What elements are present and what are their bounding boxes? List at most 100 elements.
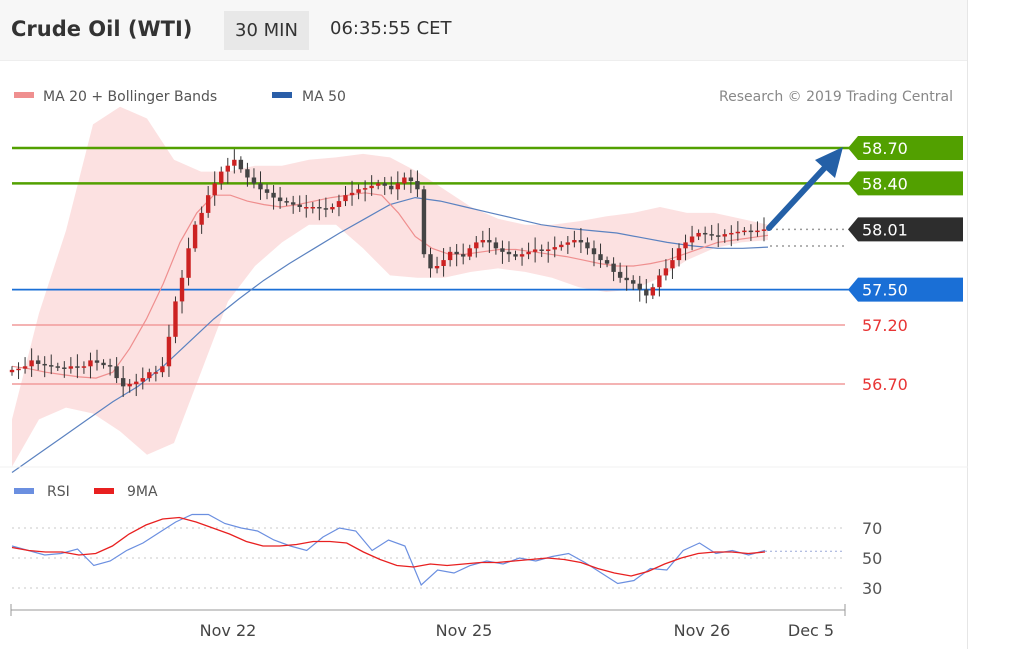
level-badge-57-50 [848,277,963,302]
legend-ma20-label: MA 20 + Bollinger Bands [43,89,217,105]
candle-body [330,207,335,210]
candle-body [49,365,54,367]
rsi-line [11,513,766,587]
rsi-tick-label: 30 [862,579,882,598]
candle-body [134,381,139,384]
candle-body [513,254,518,257]
candle-body [559,244,564,248]
candle-body [219,171,224,184]
legend-swatch-rsi [14,488,34,494]
candle-body [323,208,329,210]
forecast-arrow-icon [766,147,843,231]
candle-body [55,366,60,368]
candle-body [310,207,315,209]
instrument-title: Crude Oil (WTI) [11,17,193,41]
x-axis: Nov 22 Nov 25 Nov 26 Dec 5 [10,604,846,640]
candle-body [153,372,159,374]
candle-body [415,181,420,190]
candle-body [729,232,734,235]
candle-body [421,189,427,255]
legend-rsi-label: RSI [47,484,70,500]
candle-body [369,185,374,189]
rsi-tick-label: 50 [862,549,882,568]
candle-body [761,229,767,231]
candle-body [493,242,499,249]
candle-body [179,277,185,302]
candle-body [408,177,414,182]
candle-body [75,366,80,368]
level-label-57-20: 57.20 [862,316,908,335]
candle-body [500,248,505,252]
candle-body [572,240,577,243]
candle-body [94,360,100,363]
legend-swatch-9ma [94,488,114,494]
candle-body [428,254,433,269]
candle-body [755,230,760,233]
research-credit: Research © 2019 Trading Central [719,89,953,105]
candle-body [271,192,276,198]
candle-body [506,251,512,255]
candle-body [657,275,662,288]
candle-body [251,177,257,184]
candle-body [650,287,656,296]
candle-body [578,240,584,243]
candle-body [461,254,466,257]
candle-body [362,188,368,190]
candle-body [624,277,629,281]
candle-body [147,372,152,379]
price-chart: MA 20 + Bollinger Bands MA 50 Research ©… [0,89,968,640]
candle-body [225,165,230,172]
candle-body [264,189,270,193]
candle-body [140,378,145,382]
candle-body [317,207,322,209]
panel-border [967,0,968,649]
candle-body [722,234,727,237]
bollinger-band [12,106,768,467]
candle-body [245,169,250,178]
candle-body [127,384,132,387]
level-badge-58-70 [848,136,963,160]
candle-body [205,195,211,213]
candle-body [382,183,387,186]
candle-body [637,283,642,290]
candle-body [565,242,571,245]
candle-body [532,249,538,252]
candle-body [277,197,283,202]
candle-body [173,301,178,337]
level-label-58-70: 58.70 [862,139,908,158]
candle-body [480,240,486,243]
candle-body [676,248,682,261]
candle-body [467,248,472,257]
level-label-58-40: 58.40 [862,174,908,193]
candle-body [709,234,714,236]
candlesticks [9,149,767,397]
level-label-58-01: 58.01 [862,220,908,239]
ma20-line [11,192,769,379]
timeframe-button[interactable]: 30 MIN [224,11,309,50]
candle-body [742,230,747,233]
candle-body [447,251,453,261]
chart-header: Crude Oil (WTI) 30 MIN 06:35:55 CET [0,0,968,61]
level-badge-58-40 [848,171,963,196]
x-tick-label: Dec 5 [788,621,834,640]
candle-body [29,360,34,367]
candle-body [526,251,531,255]
candle-body [402,177,407,184]
candle-body [107,365,113,367]
candle-body [232,159,237,166]
legend-swatch-ma50 [272,92,292,98]
candle-body [735,231,741,234]
candle-body [120,378,126,387]
candle-body [617,271,623,278]
candle-body [611,263,616,272]
candle-body [343,195,348,202]
candle-body [9,369,15,373]
legend-swatch-ma20 [14,92,34,98]
candle-body [702,232,708,235]
candle-body [290,202,296,205]
candle-body [238,159,244,170]
candle-body [696,232,701,237]
candle-body [748,230,754,233]
legend-9ma-label: 9MA [127,484,158,500]
price-levels [12,146,963,385]
